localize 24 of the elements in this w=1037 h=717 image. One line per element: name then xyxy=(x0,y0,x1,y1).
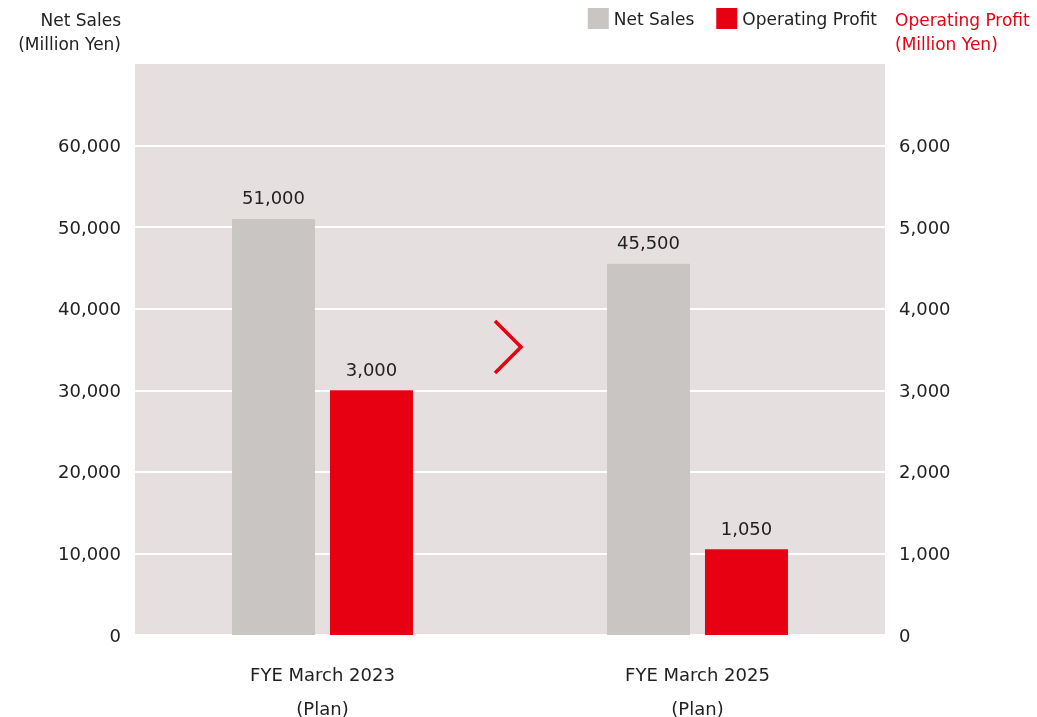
y2-tick-label: 1,000 xyxy=(899,542,951,564)
y2-tick-label: 5,000 xyxy=(899,216,951,238)
y2-tick-label: 3,000 xyxy=(899,379,951,401)
data-label: 3,000 xyxy=(345,358,398,380)
y2-tick-label: 2,000 xyxy=(899,461,951,483)
y2-tick-label: 6,000 xyxy=(899,135,951,157)
data-label: 1,050 xyxy=(720,517,773,539)
data-label: 51,000 xyxy=(242,187,306,209)
y-tick-label: 30,000 xyxy=(58,379,121,401)
x-tick-label: FYE March 2025 (Plan) xyxy=(625,663,770,717)
y-tick-label: 40,000 xyxy=(58,298,121,320)
y-tick-label: 50,000 xyxy=(58,216,121,238)
y2-axis-title: Operating Profit (Million Yen) xyxy=(895,10,1031,54)
y-tick-label: 10,000 xyxy=(58,542,121,564)
legend-label: Operating Profit xyxy=(742,8,878,29)
y-tick-label: 0 xyxy=(109,624,121,646)
y-axis-title: Net Sales (Million Yen) xyxy=(18,10,122,54)
legend-label: Net Sales xyxy=(613,8,695,29)
y2-tick-label: 0 xyxy=(899,624,911,646)
data-label: 45,500 xyxy=(617,232,681,254)
y-tick-label: 60,000 xyxy=(58,135,121,157)
y-tick-label: 20,000 xyxy=(58,461,121,483)
x-tick-label: FYE March 2023 (Plan) xyxy=(250,663,395,717)
y2-tick-label: 4,000 xyxy=(899,298,951,320)
